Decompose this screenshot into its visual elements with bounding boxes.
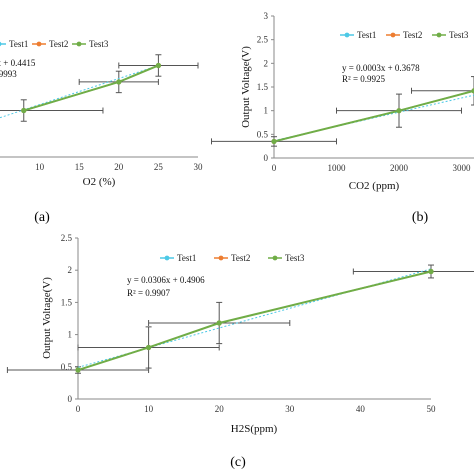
y-tick-label: 3 xyxy=(264,11,269,21)
x-tick-label: 2000 xyxy=(390,163,409,173)
data-point-test3 xyxy=(271,138,277,145)
chart-o2: 10 15 20 25 30 O2 (%) Test1 Test2 Test3 9x + 0.44… xyxy=(0,39,203,188)
legend-label-test3: Test3 xyxy=(449,30,469,40)
data-point-test3 xyxy=(396,108,402,114)
legend-marker-test2 xyxy=(218,255,224,261)
y-tick-label: 0.5 xyxy=(257,129,269,139)
data-point-test3 xyxy=(471,88,474,94)
chart-co2: 0 1000 2000 3000 0 0.5 1 1.5 2 2.5 3 CO2 (ppm) Outpu… xyxy=(211,11,474,192)
series-line-test1 xyxy=(77,270,432,371)
y-tick-label: 1.5 xyxy=(61,297,73,307)
y-axis-title: Output Voltage(V) xyxy=(41,277,53,359)
legend-marker-test3 xyxy=(436,32,442,38)
y-tick-label: 2 xyxy=(264,58,269,68)
fit-equation-line: R² = 0.9925 xyxy=(342,74,386,84)
fit-equation-line: 9x + 0.4415 xyxy=(0,58,36,68)
legend-marker-test1 xyxy=(164,255,170,261)
x-axis-title: O2 (%) xyxy=(83,176,116,188)
y-tick-label: 0.5 xyxy=(61,362,73,372)
data-point-test3 xyxy=(116,79,122,85)
legend-marker-test3 xyxy=(272,255,278,261)
legend-label-test2: Test2 xyxy=(403,30,422,40)
legend-label-test3: Test3 xyxy=(89,39,109,49)
x-tick-label: 50 xyxy=(427,404,437,414)
x-tick-label: 0 xyxy=(76,404,81,414)
y-tick-label: 1 xyxy=(264,106,269,116)
y-tick-label: 0 xyxy=(264,153,269,163)
legend-label-test2: Test2 xyxy=(231,253,250,263)
x-tick-label: 30 xyxy=(194,162,204,172)
data-point-test3 xyxy=(146,344,152,351)
x-tick-label: 0 xyxy=(272,163,277,173)
y-tick-label: 2.5 xyxy=(257,35,269,45)
data-point-test3 xyxy=(21,107,27,114)
panel-label-a: (a) xyxy=(34,210,50,225)
legend-marker-test2 xyxy=(36,41,42,47)
x-tick-label: 10 xyxy=(35,162,45,172)
series-line-test3 xyxy=(273,89,474,143)
series-line-test2 xyxy=(77,270,432,371)
data-point-test3 xyxy=(428,268,434,275)
y-tick-label: 2.5 xyxy=(61,233,73,243)
legend-label-test1: Test1 xyxy=(177,253,196,263)
legend-marker-test1 xyxy=(0,41,2,47)
data-point-test3 xyxy=(216,320,222,326)
fit-equation-line: 0.9993 xyxy=(0,69,17,79)
x-tick-label: 1000 xyxy=(328,163,347,173)
y-tick-label: 0 xyxy=(68,394,73,404)
legend-marker-test2 xyxy=(390,32,396,38)
fit-equation-line: R² = 0.9907 xyxy=(127,288,171,298)
x-axis-title: H2S(ppm) xyxy=(231,423,278,435)
panel-label-c: (c) xyxy=(230,455,246,470)
y-tick-label: 1.5 xyxy=(257,82,269,92)
legend-label-test1: Test1 xyxy=(9,39,28,49)
y-axis-title: Output Voltage(V) xyxy=(240,46,252,128)
legend-label-test2: Test2 xyxy=(49,39,68,49)
x-tick-label: 20 xyxy=(215,404,225,414)
legend-marker-test3 xyxy=(76,41,82,47)
chart-h2s: 0 10 20 30 40 50 0 0.5 1 1.5 2 2.5 H2S(ppm) Output Vo… xyxy=(6,233,474,435)
x-tick-label: 10 xyxy=(144,404,154,414)
x-axis-title: CO2 (ppm) xyxy=(349,180,400,192)
legend-label-test1: Test1 xyxy=(357,30,376,40)
fit-equation-line: y = 0.0003x + 0.3678 xyxy=(342,63,420,73)
data-point-test3 xyxy=(75,367,81,373)
fit-equation-line: y = 0.0306x + 0.4906 xyxy=(127,275,205,285)
x-tick-label: 25 xyxy=(154,162,164,172)
data-point-test3 xyxy=(155,62,161,69)
x-tick-label: 3000 xyxy=(453,163,472,173)
legend-marker-test1 xyxy=(344,32,350,38)
x-tick-label: 30 xyxy=(285,404,295,414)
y-tick-label: 1 xyxy=(68,330,73,340)
x-tick-label: 20 xyxy=(114,162,124,172)
legend-label-test3: Test3 xyxy=(285,253,305,263)
x-tick-label: 15 xyxy=(75,162,85,172)
x-tick-label: 40 xyxy=(356,404,366,414)
y-tick-label: 2 xyxy=(68,265,73,275)
series-line-test3 xyxy=(77,270,432,371)
panel-label-b: (b) xyxy=(412,210,429,225)
